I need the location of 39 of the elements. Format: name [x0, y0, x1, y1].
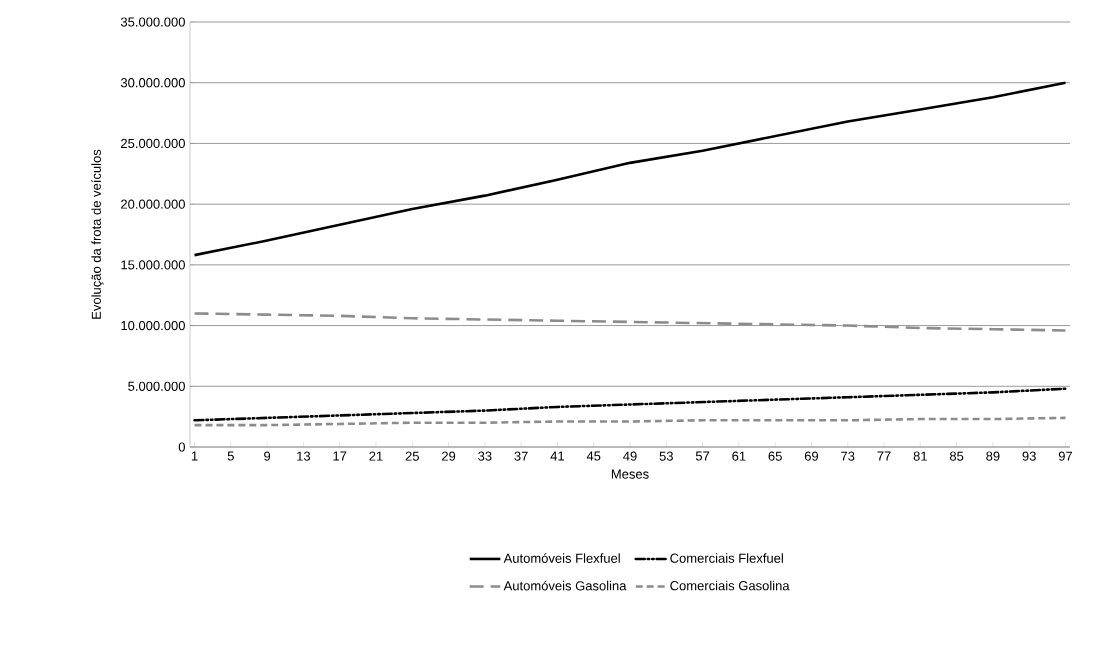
x-tick-label: 97 — [1058, 451, 1073, 461]
y-tick-label: 10.000.000 — [121, 320, 185, 331]
x-tick-label: 85 — [949, 451, 964, 461]
x-tick-label: 53 — [659, 451, 673, 461]
x-axis-title: Meses — [611, 469, 649, 479]
x-tick-label: 73 — [841, 451, 855, 461]
x-tick-label: 69 — [804, 451, 819, 461]
legend-label: Automóveis Gasolina — [503, 580, 627, 591]
x-tick-label: 81 — [913, 451, 927, 461]
x-tick-label: 9 — [264, 451, 271, 461]
y-tick-label: 25.000.000 — [121, 138, 185, 149]
y-tick-label: 35.000.000 — [120, 17, 185, 27]
x-tick-label: 89 — [986, 451, 1000, 461]
y-axis-title: Evolução da frota de veículos — [91, 149, 104, 319]
legend-label: Comerciais Flexfuel — [670, 553, 783, 563]
x-tick-label: 77 — [877, 451, 891, 461]
x-tick-label: 33 — [478, 451, 492, 461]
x-tick-label: 1 — [191, 451, 198, 461]
x-tick-label: 45 — [586, 451, 601, 461]
x-tick-label: 5 — [227, 451, 234, 461]
y-tick-label: 20.000.000 — [121, 199, 185, 209]
x-tick-label: 93 — [1022, 451, 1036, 461]
x-tick-label: 65 — [768, 451, 782, 461]
x-tick-label: 57 — [695, 451, 710, 461]
legend-label: Comerciais Gasolina — [670, 580, 790, 591]
x-tick-label: 37 — [514, 451, 528, 461]
x-tick-label: 21 — [369, 451, 383, 461]
x-tick-label: 29 — [441, 451, 456, 461]
y-tick-label: 30.000.000 — [120, 78, 185, 88]
legend-label: Automóveis Flexfuel — [503, 553, 620, 563]
x-tick-label: 49 — [623, 451, 637, 461]
x-tick-label: 25 — [405, 451, 419, 461]
x-tick-label: 41 — [550, 451, 565, 461]
y-tick-label: 15.000.000 — [121, 260, 185, 270]
x-tick-label: 17 — [333, 451, 347, 461]
y-tick-label: 5.000.000 — [128, 381, 185, 391]
y-tick-label: 0 — [178, 442, 185, 452]
x-tick-label: 13 — [297, 451, 311, 461]
x-tick-label: 61 — [732, 451, 746, 461]
